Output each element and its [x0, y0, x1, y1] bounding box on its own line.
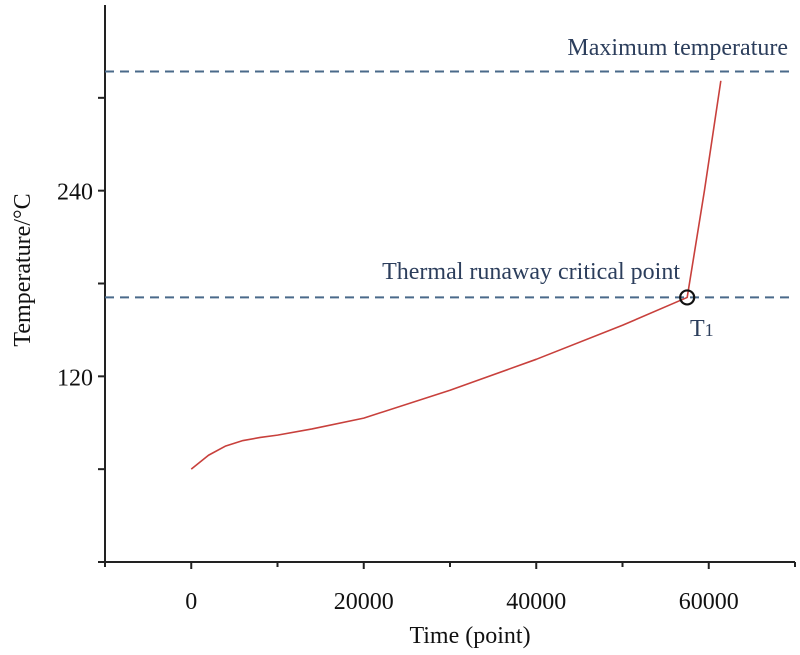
labels: Maximum temperature Thermal runaway crit… [10, 35, 788, 649]
critical-point-label: Thermal runaway critical point [382, 259, 680, 285]
temperature-curve [190, 80, 722, 470]
x-axis-title: Time (point) [409, 623, 530, 649]
y-tick-label: 120 [57, 365, 93, 391]
max-temperature-label: Maximum temperature [567, 35, 788, 61]
series-group [190, 80, 722, 470]
t1-label: T1 [690, 316, 714, 342]
y-tick-label: 240 [57, 180, 93, 206]
t1-main: T [690, 316, 705, 342]
x-tick-label: 20000 [334, 589, 394, 615]
axes: 0 20000 40000 60000 120 240 [57, 5, 796, 615]
x-tick-label: 0 [185, 589, 197, 615]
t1-marker [679, 289, 696, 306]
t1-subscript: 1 [705, 320, 714, 340]
x-tick-label: 60000 [679, 589, 739, 615]
y-axis-title: Temperature/°C [10, 193, 36, 346]
x-tick-label: 40000 [506, 589, 566, 615]
